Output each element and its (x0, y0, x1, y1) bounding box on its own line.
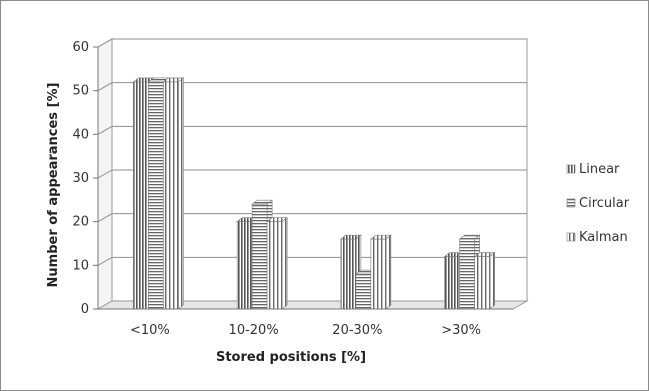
y-tick-label: 40 (72, 127, 89, 142)
gridline (97, 38, 527, 48)
x-tick-label: 10-20% (229, 323, 279, 338)
y-tick-label: 60 (72, 40, 89, 55)
bar-front (133, 81, 149, 310)
bar-front (148, 81, 164, 310)
bar-front (251, 203, 268, 310)
bar-kalman-0 (162, 77, 185, 310)
y-tick-label: 30 (72, 171, 89, 186)
x-axis-title: Stored positions [%] (216, 350, 366, 365)
legend-item-linear: Linear (566, 162, 620, 177)
bar-side (489, 251, 495, 310)
legend-label: Circular (579, 196, 630, 211)
gridlines (97, 38, 527, 266)
gridline (97, 213, 527, 223)
bar-front (355, 273, 372, 310)
bar-kalman-1 (266, 217, 288, 310)
bar-side (178, 77, 184, 310)
bar-side (385, 234, 392, 310)
bar-front (459, 238, 475, 310)
legend-item-circular: Circular (566, 196, 630, 211)
bar-kalman-3 (473, 251, 496, 310)
x-tick-label: <10% (130, 323, 170, 338)
bar-front (370, 238, 387, 310)
bar-side (281, 217, 288, 310)
legend-swatch (566, 164, 576, 174)
gridline (97, 125, 527, 135)
bar-front (163, 81, 179, 310)
bar-front (236, 221, 253, 310)
bar-front (266, 221, 283, 310)
x-tick-label: >30% (441, 323, 481, 338)
gridline (97, 169, 527, 179)
bar-front (444, 256, 460, 310)
legend-swatch (566, 198, 576, 208)
legend-label: Kalman (579, 230, 628, 245)
y-tick-label: 0 (81, 302, 89, 317)
y-tick-label: 10 (72, 258, 89, 273)
legend-label: Linear (579, 162, 620, 177)
bar-kalman-2 (370, 234, 392, 310)
y-tick-label: 20 (72, 215, 89, 230)
x-tick-labels: <10% 10-20% 20-30% >30% (98, 308, 513, 338)
y-tick-labels: 0 10 20 30 40 50 60 (72, 40, 99, 317)
legend: Linear Circular Kalman (566, 162, 630, 245)
bars (132, 77, 496, 310)
bar-front (340, 238, 357, 310)
legend-item-kalman: Kalman (566, 230, 628, 245)
legend-swatch (566, 232, 576, 242)
bar-front (474, 256, 490, 310)
gridline (97, 82, 527, 92)
y-tick-label: 50 (72, 84, 89, 99)
x-tick-label: 20-30% (332, 323, 382, 338)
y-axis-title: Number of appearances [%] (46, 83, 61, 288)
